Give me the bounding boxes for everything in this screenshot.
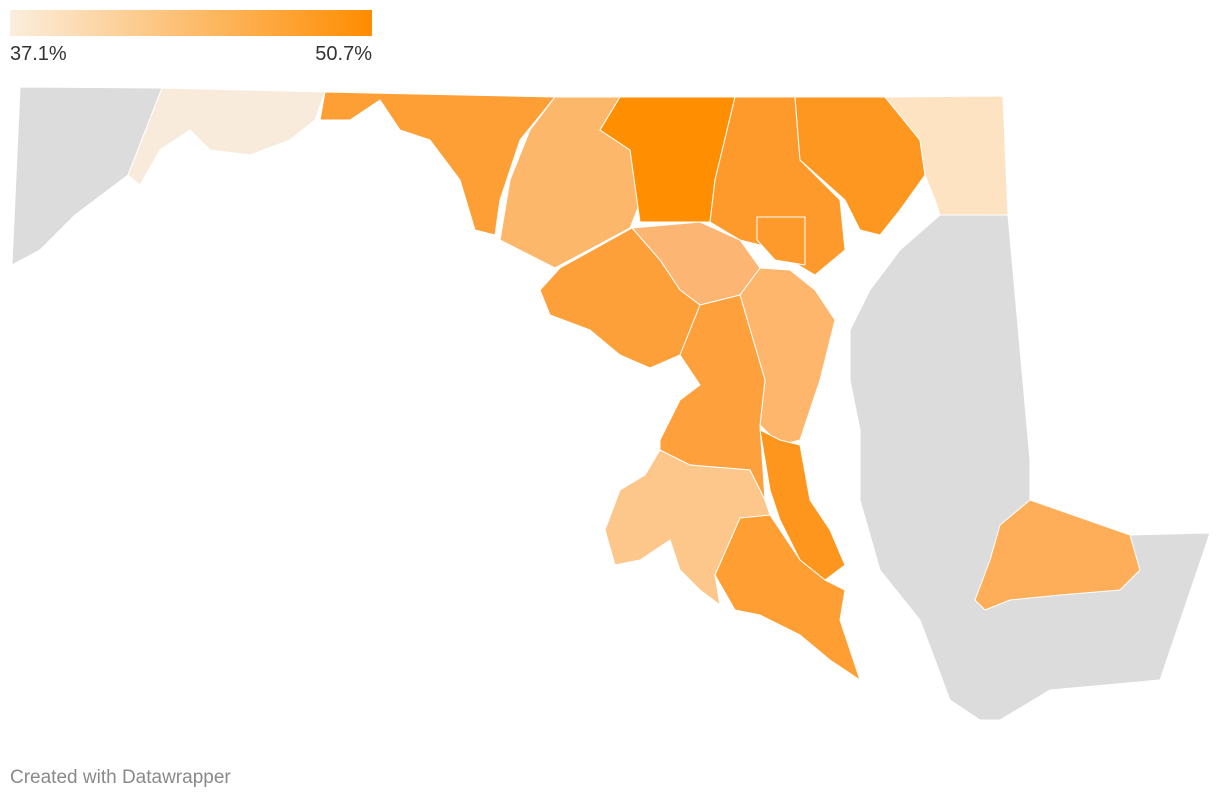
legend-max: 50.7% xyxy=(315,43,372,65)
county xyxy=(604,449,771,606)
legend-min: 37.1% xyxy=(10,43,67,65)
county xyxy=(759,429,846,581)
county xyxy=(756,216,806,266)
counties xyxy=(11,86,1211,721)
legend-gradient xyxy=(10,10,372,36)
county xyxy=(884,95,1009,216)
footer: Created with Datawrapper xyxy=(10,767,231,788)
county xyxy=(849,214,1211,721)
county xyxy=(974,499,1141,611)
county xyxy=(714,514,861,681)
county xyxy=(319,91,556,236)
county xyxy=(127,87,326,186)
county xyxy=(539,227,701,369)
